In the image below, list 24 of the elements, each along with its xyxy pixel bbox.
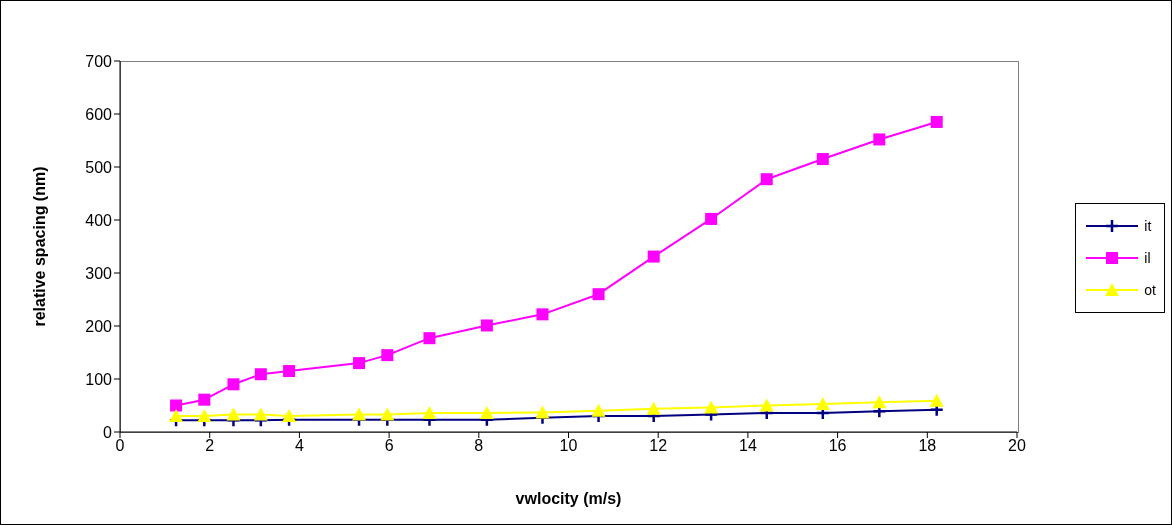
- y-tick-label: 600: [85, 105, 113, 123]
- legend-label: it: [1144, 218, 1152, 234]
- x-axis-title: vwlocity (m/s): [515, 490, 622, 507]
- y-tick-label: 700: [85, 52, 113, 70]
- y-axis-title: relative spacing (nm): [30, 166, 48, 327]
- y-tick-label: 300: [85, 264, 113, 282]
- y-tick-label: 0: [103, 423, 113, 441]
- x-tick-label: 6: [384, 437, 394, 455]
- x-tick-label: 20: [1008, 437, 1026, 455]
- x-tick-label: 16: [828, 437, 847, 455]
- x-tick-label: 8: [474, 437, 484, 455]
- x-tick-label: 10: [559, 437, 578, 455]
- x-tick-label: 12: [649, 437, 668, 455]
- x-tick-label: 2: [205, 437, 215, 455]
- y-tick-label: 200: [85, 317, 113, 335]
- x-tick-label: 14: [739, 437, 757, 455]
- x-tick-label: 4: [294, 437, 304, 455]
- x-tick-label: 0: [115, 437, 125, 455]
- legend-label: ot: [1144, 282, 1156, 298]
- y-tick-label: 500: [85, 158, 113, 176]
- y-tick-label: 400: [85, 211, 113, 229]
- legend-label: il: [1144, 250, 1151, 266]
- x-tick-label: 18: [918, 437, 937, 455]
- y-tick-label: 100: [85, 370, 113, 388]
